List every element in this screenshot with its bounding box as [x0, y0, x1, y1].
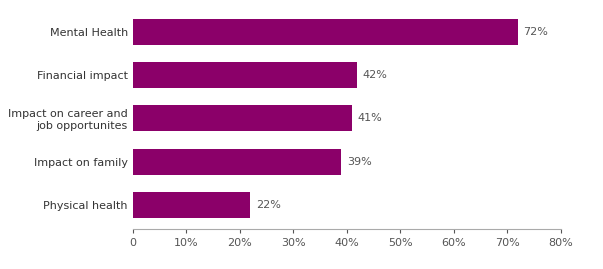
Text: 39%: 39% [347, 157, 371, 167]
Text: 42%: 42% [363, 70, 388, 80]
Bar [133, 62, 358, 88]
Text: 41%: 41% [358, 113, 382, 123]
Text: 72%: 72% [523, 27, 548, 37]
Bar [133, 149, 341, 175]
Bar [133, 19, 518, 45]
Text: 22%: 22% [256, 200, 280, 210]
Bar [133, 105, 352, 131]
Bar [133, 192, 250, 218]
